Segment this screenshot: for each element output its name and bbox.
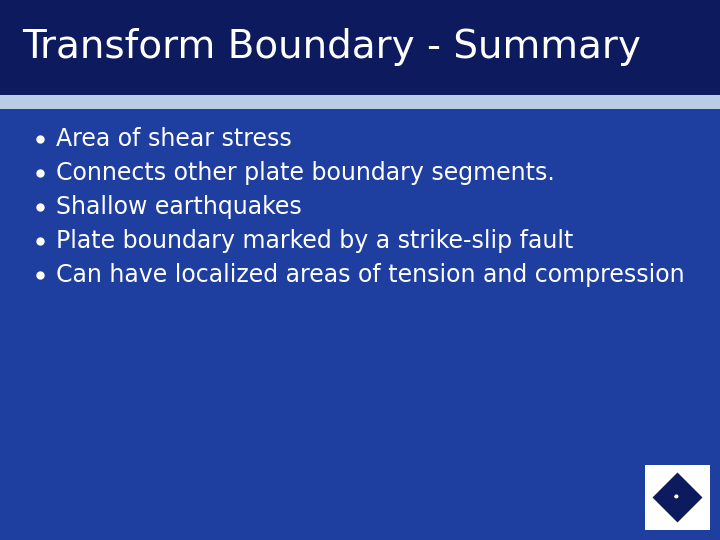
Bar [645, 465, 710, 530]
Bar [0, 95, 720, 109]
Bar [0, 0, 720, 95]
Polygon shape [652, 472, 703, 523]
Text: Shallow earthquakes: Shallow earthquakes [56, 195, 302, 219]
Text: Plate boundary marked by a strike-slip fault: Plate boundary marked by a strike-slip f… [56, 229, 573, 253]
Text: Area of shear stress: Area of shear stress [56, 127, 292, 151]
Text: Connects other plate boundary segments.: Connects other plate boundary segments. [56, 161, 554, 185]
Text: Can have localized areas of tension and compression: Can have localized areas of tension and … [56, 263, 685, 287]
Text: Transform Boundary - Summary: Transform Boundary - Summary [22, 29, 641, 66]
Bar [0, 109, 720, 540]
